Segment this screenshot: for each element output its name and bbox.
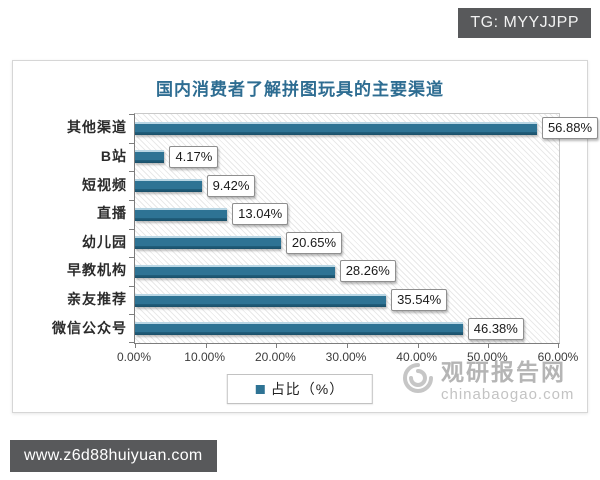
x-tick-label: 40.00% (396, 350, 438, 364)
value-label: 56.88% (541, 117, 599, 140)
y-tick (129, 314, 134, 316)
category-label: 亲友推荐 (67, 291, 127, 308)
value-label: 35.54% (391, 289, 448, 312)
y-tick (129, 342, 134, 343)
x-tick (417, 343, 419, 348)
bar (135, 207, 228, 221)
watermark-logo-icon (403, 363, 433, 393)
x-tick-label: 10.00% (184, 350, 226, 364)
bar (135, 179, 202, 193)
value-label: 4.17% (169, 145, 219, 168)
y-tick (129, 199, 134, 201)
category-label: 早教机构 (67, 262, 127, 279)
x-axis-labels: 0.00% 10.00% 20.00% 30.00% 40.00% 50.00% 60.00… (117, 350, 578, 366)
chart-card: 国内消费者了解拼图玩具的主要渠道 其他渠道 B站短视频直播幼儿园早教机构亲友推荐微… (12, 60, 599, 413)
category-label: 直播 (97, 205, 127, 222)
y-tick (129, 257, 134, 259)
chart-title: 国内消费者了解拼图玩具的主要渠道 (156, 80, 444, 99)
bar (135, 121, 537, 135)
y-axis-labels: 其他渠道 B站短视频直播幼儿园早教机构亲友推荐微信公众号 (13, 113, 127, 342)
x-tick (347, 343, 348, 348)
tg-contact-badge: TG: MYYJJPP (458, 8, 591, 38)
x-tick-label: 50.00% (466, 350, 508, 364)
category-label: 微信公众号 (52, 319, 127, 336)
bar (135, 150, 165, 164)
y-tick (129, 285, 134, 287)
x-tick-label: 20.00% (254, 350, 296, 364)
x-tick (205, 343, 207, 348)
watermark-domain: chinabaogao.com (441, 386, 575, 403)
value-label: 20.65% (285, 231, 343, 254)
x-tick (488, 343, 490, 348)
category-label: 其他渠道 (67, 119, 127, 136)
bar (135, 293, 387, 307)
site-url-badge: www.z6d88huiyuan.com (10, 440, 217, 472)
value-label: 9.42% (206, 174, 256, 197)
x-tick (276, 343, 278, 348)
x-tick-label: 60.00% (537, 350, 579, 364)
watermark: 观研报告网 chinabaogao.com (401, 361, 574, 402)
legend-label: 占比（%） (270, 381, 345, 397)
y-tick (129, 171, 134, 173)
bar (135, 322, 463, 336)
legend: 占比（%） (226, 374, 374, 404)
category-label: B站 (100, 147, 127, 164)
category-label: 幼儿园 (82, 233, 127, 250)
x-tick (135, 343, 136, 348)
value-label: 13.04% (232, 203, 289, 226)
category-label: 短视频 (82, 176, 127, 193)
y-tick (129, 114, 134, 115)
tg-contact-text: TG: MYYJJPP (470, 14, 579, 31)
bar (135, 236, 281, 250)
y-tick (129, 142, 134, 144)
y-tick (129, 228, 134, 230)
bar (135, 264, 335, 278)
plot-area: 56.88% 4.17% 9.42% 13.04% 20.65% 28.26% 35.54%… (129, 113, 599, 348)
x-tick (558, 343, 559, 348)
x-tick-label: 0.00% (116, 350, 152, 364)
x-tick-label: 30.00% (325, 350, 367, 364)
legend-swatch-icon (255, 384, 265, 394)
value-label: 46.38% (467, 317, 524, 340)
value-label: 28.26% (339, 260, 396, 283)
site-url-text: www.z6d88huiyuan.com (24, 447, 203, 464)
